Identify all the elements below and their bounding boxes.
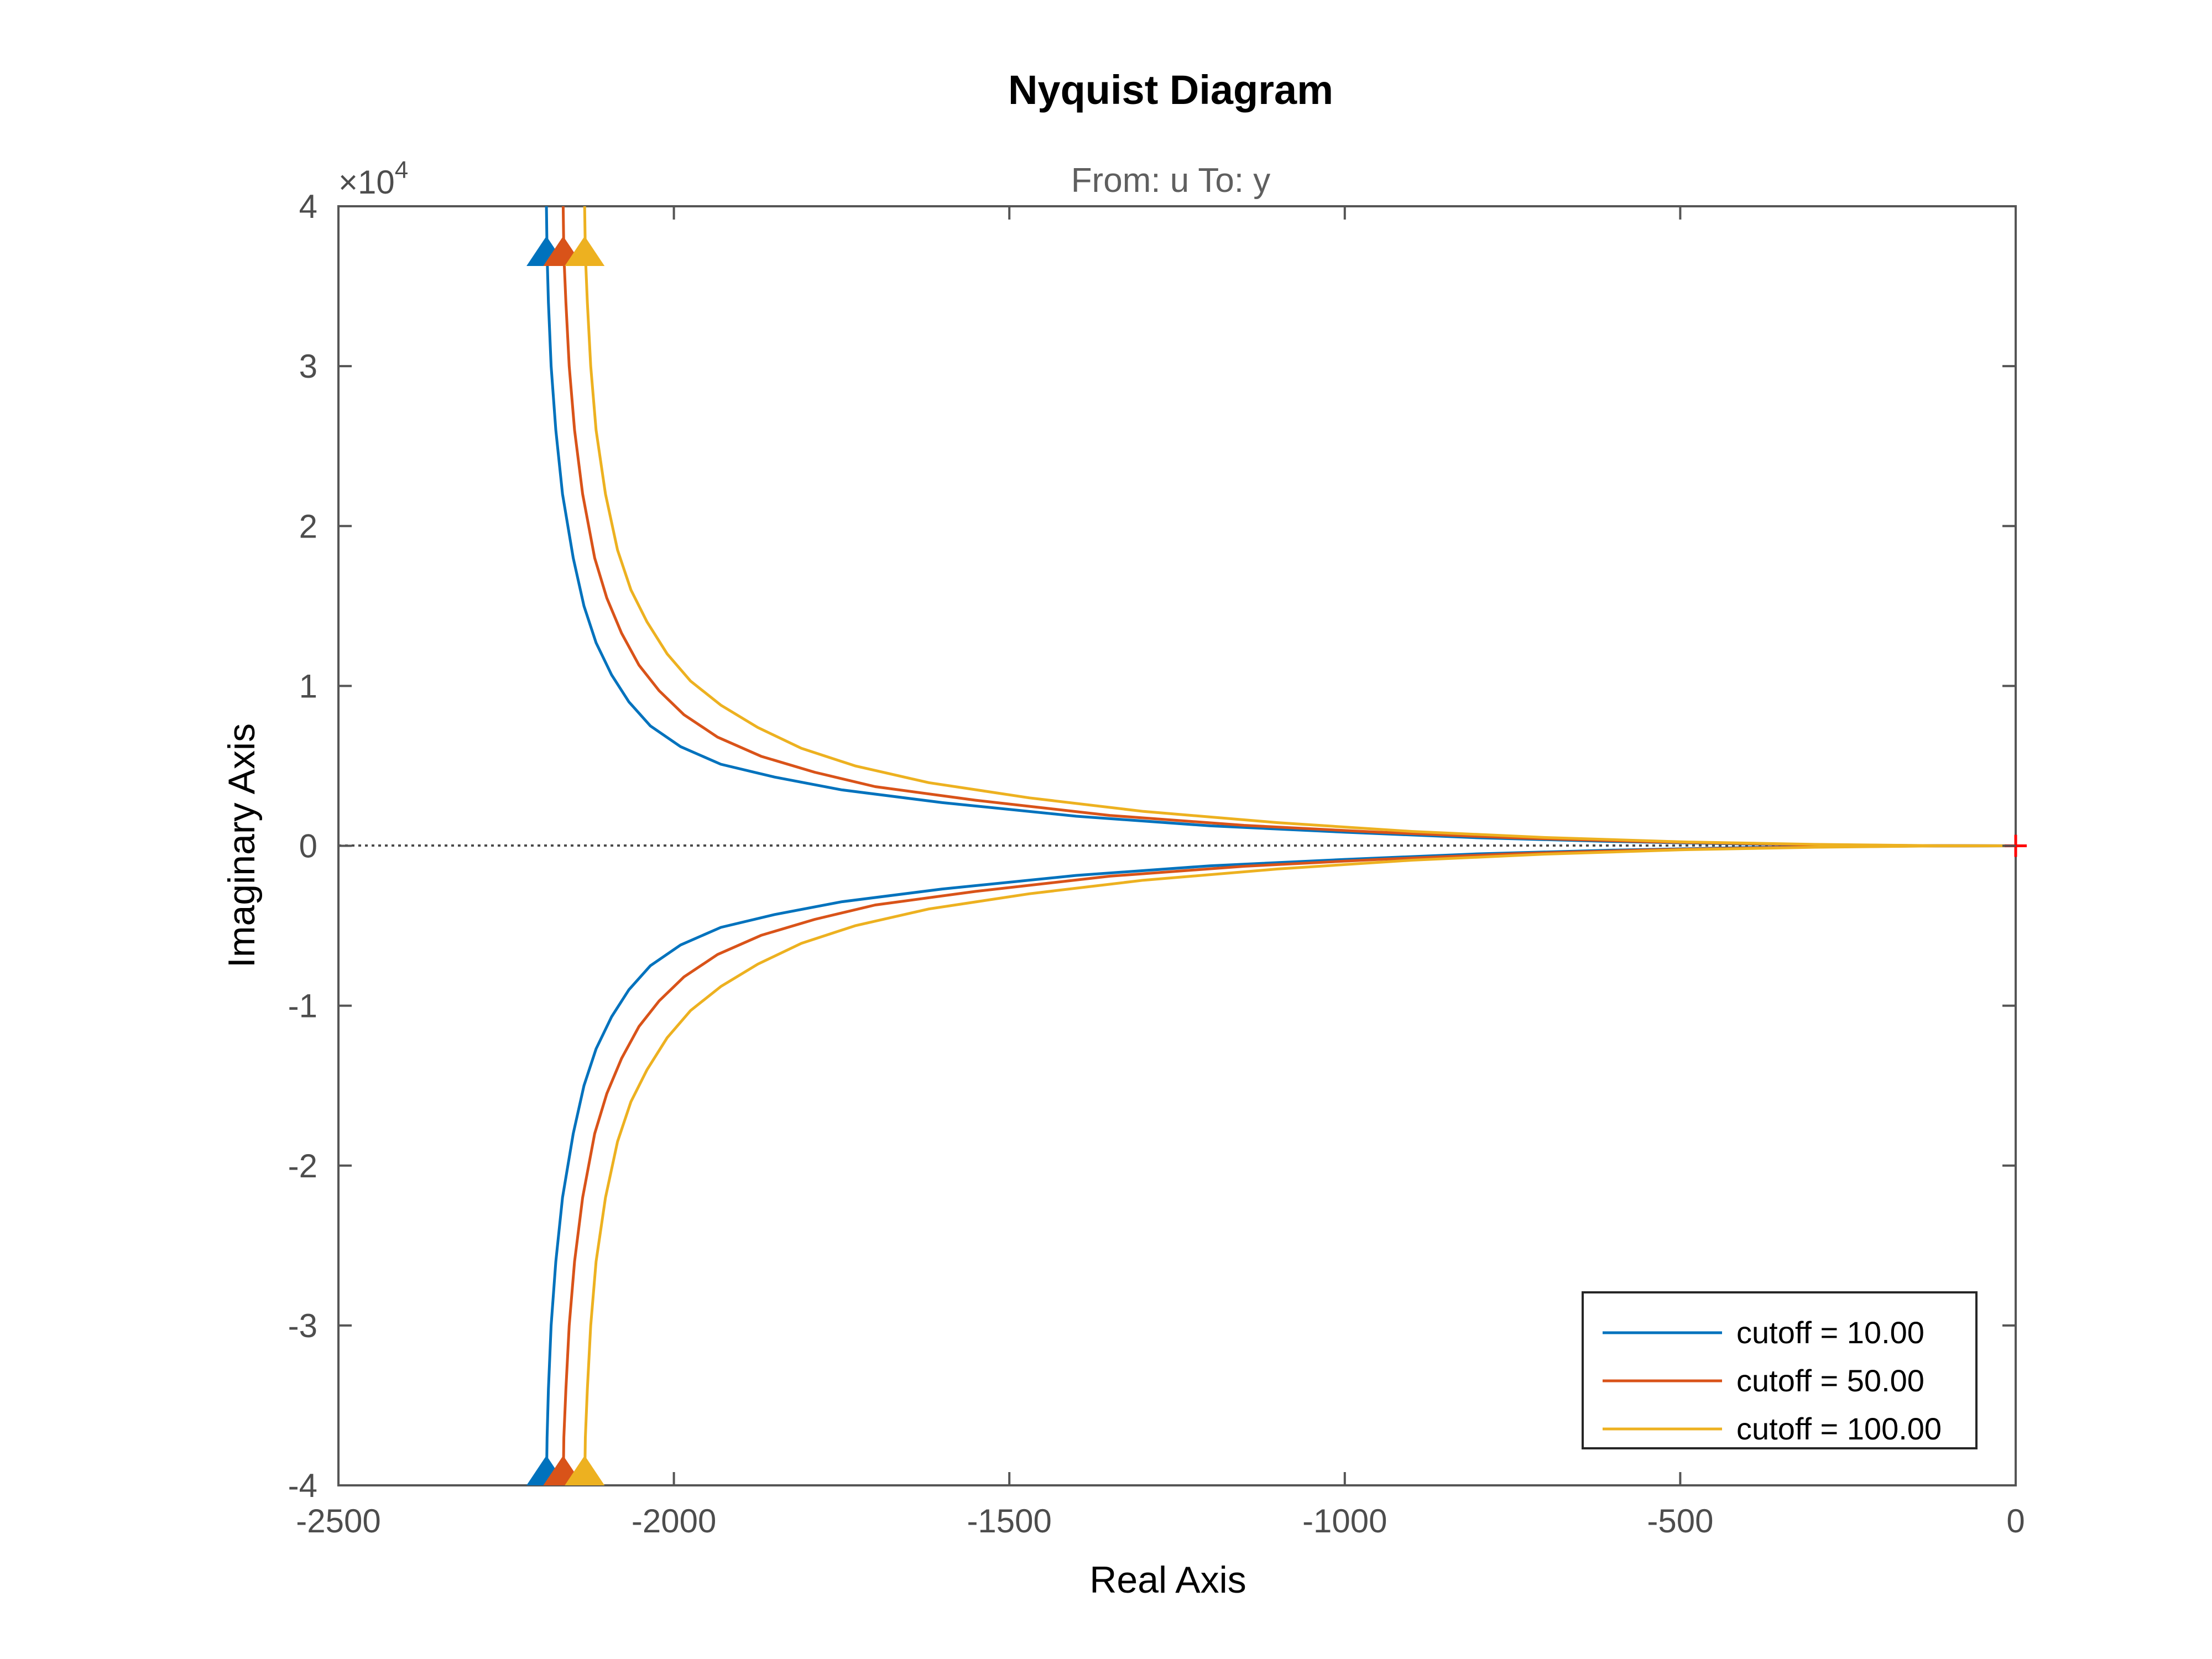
series-line-negative [561, 844, 2016, 1486]
series-line-positive [561, 206, 2016, 847]
y-tick-label: 3 [299, 348, 317, 385]
curves [545, 206, 2016, 1486]
series-line-negative [583, 844, 2016, 1486]
y-axis-label: Imaginary Axis [221, 723, 263, 968]
y-axis-ticks: -4 -3 -2 -1 0 1 2 3 4 [288, 188, 2016, 1504]
legend-label: cutoff = 50.00 [1736, 1363, 1924, 1398]
direction-arrow-top [565, 236, 605, 266]
y-tick-label: 4 [299, 188, 317, 225]
series-line-negative [545, 844, 2016, 1486]
x-tick-label: -1000 [1302, 1503, 1387, 1540]
chart-subtitle: From: u To: y [1071, 161, 1271, 200]
y-exponent-base: ×10 [338, 164, 395, 201]
y-tick-label: -4 [288, 1467, 317, 1504]
y-tick-label: 0 [299, 828, 317, 865]
series-line-positive [545, 206, 2016, 847]
series-line-positive [583, 206, 2016, 847]
x-tick-label: -2500 [296, 1503, 380, 1540]
y-exponent-label: ×104 [338, 156, 408, 201]
x-tick-label: -1500 [967, 1503, 1051, 1540]
x-tick-label: -2000 [632, 1503, 716, 1540]
x-tick-label: -500 [1647, 1503, 1713, 1540]
direction-arrows [526, 236, 605, 1485]
y-tick-label: -2 [288, 1147, 317, 1185]
y-exponent-power: 4 [395, 156, 408, 184]
y-tick-label: -3 [288, 1307, 317, 1344]
y-tick-label: 1 [299, 667, 317, 705]
direction-arrow-bottom [565, 1455, 605, 1485]
x-axis-ticks: -2500 -2000 -1500 -1000 -500 0 [296, 206, 2025, 1540]
legend-box [1582, 1291, 1978, 1449]
legend-label: cutoff = 10.00 [1736, 1315, 1924, 1350]
y-tick-label: -1 [288, 988, 317, 1025]
y-tick-label: 2 [299, 508, 317, 545]
x-axis-label: Real Axis [1089, 1559, 1246, 1601]
legend-label: cutoff = 100.00 [1736, 1411, 1942, 1446]
legend: cutoff = 10.00 cutoff = 50.00 cutoff = 100… [1582, 1291, 1978, 1449]
legend-items: cutoff = 10.00 cutoff = 50.00 cutoff = 100… [1603, 1315, 1942, 1446]
plot-area [337, 205, 2027, 1486]
x-tick-label: 0 [2006, 1503, 2025, 1540]
chart-title: Nyquist Diagram [1008, 67, 1333, 113]
